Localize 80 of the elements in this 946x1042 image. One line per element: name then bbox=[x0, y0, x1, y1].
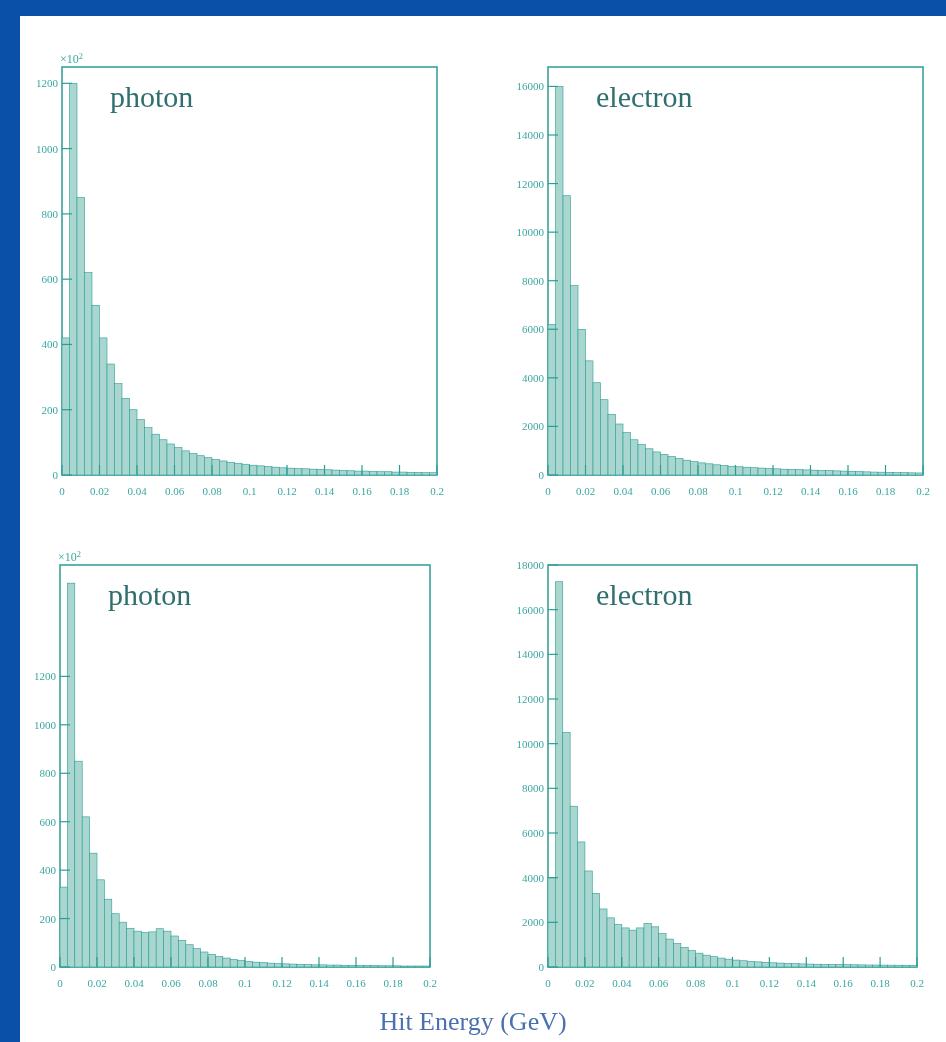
y-tick-label: 2000 bbox=[522, 420, 545, 433]
x-tick-label: 0.06 bbox=[649, 977, 669, 989]
x-tick-label: 0.04 bbox=[612, 977, 632, 989]
x-tick-label: 0.14 bbox=[796, 977, 817, 989]
y-axis-title: ×10$^{2}$ bbox=[60, 51, 83, 66]
y-tick-label: 4000 bbox=[522, 871, 545, 884]
text: Hit Energy (GeV) bbox=[379, 1007, 567, 1036]
y-tick-label: 8000 bbox=[522, 274, 545, 287]
y-tick-label: 1000 bbox=[36, 142, 59, 155]
x-tick-label: 0.14 bbox=[800, 485, 821, 497]
y-tick-label: 200 bbox=[41, 403, 59, 416]
x-tick-label: 0.2 bbox=[910, 977, 924, 989]
y-tick-label: 0 bbox=[50, 961, 57, 973]
y-tick-label: 6000 bbox=[522, 827, 545, 839]
x-tick-label: 0.18 bbox=[875, 485, 896, 497]
x-tick-label: 0.02 bbox=[575, 485, 596, 497]
y-tick-label: 600 bbox=[41, 273, 59, 286]
y-tick-label: 10000 bbox=[516, 226, 545, 239]
x-tick-label: 0.2 bbox=[423, 977, 437, 989]
y-tick-label: 400 bbox=[39, 864, 57, 877]
x-tick-label: 0.04 bbox=[613, 485, 634, 497]
x-tick-label: 0.02 bbox=[89, 485, 110, 497]
x-tick-label: 0.16 bbox=[346, 977, 367, 989]
x-tick-label: 0.02 bbox=[87, 977, 107, 989]
x-tick-label: 0.18 bbox=[389, 485, 410, 497]
y-tick-label: 12000 bbox=[516, 177, 545, 190]
x-tick-label: 0.12 bbox=[759, 977, 780, 989]
x-tick-label: 0.08 bbox=[685, 977, 706, 989]
x-tick-label: 0.06 bbox=[650, 485, 671, 497]
y-tick-label: 1000 bbox=[34, 718, 57, 731]
x-tick-label: 0.16 bbox=[838, 485, 859, 497]
x-tick-label: 0.06 bbox=[161, 977, 182, 989]
x-tick-label: 0.18 bbox=[870, 977, 891, 989]
y-axis-title: ×10$^{2}$ bbox=[58, 549, 81, 564]
y-tick-label: 4000 bbox=[522, 371, 545, 384]
y-tick-label: 0 bbox=[538, 961, 545, 973]
x-tick-label: 0.06 bbox=[164, 485, 185, 497]
y-tick-label: 0 bbox=[52, 469, 59, 481]
x-tick-label: 0.12 bbox=[277, 485, 297, 497]
y-tick-label: 10000 bbox=[516, 737, 545, 750]
x-tick-label: 0.16 bbox=[352, 485, 373, 497]
y-tick-label: 400 bbox=[41, 338, 59, 351]
x-tick-label: 0.1 bbox=[238, 977, 252, 989]
x-tick-label: 0.04 bbox=[124, 977, 145, 989]
x-tick-label: 0.12 bbox=[763, 485, 783, 497]
x-tick-label: 0.16 bbox=[833, 977, 854, 989]
chart-title: photon bbox=[108, 578, 192, 611]
chart-title: photon bbox=[110, 80, 194, 113]
x-tick-label: 0.08 bbox=[688, 485, 709, 497]
y-tick-label: 800 bbox=[41, 207, 59, 220]
y-tick-label: 16000 bbox=[516, 603, 545, 616]
x-tick-label: 0.12 bbox=[272, 977, 292, 989]
y-tick-label: 18000 bbox=[516, 559, 545, 571]
y-tick-label: 200 bbox=[39, 912, 57, 925]
y-tick-label: 16000 bbox=[516, 80, 545, 93]
x-tick-label: 0.1 bbox=[728, 485, 743, 497]
x-tick-label: 0.2 bbox=[430, 485, 444, 497]
x-tick-label: 0.2 bbox=[916, 485, 930, 497]
x-tick-label: 0.14 bbox=[314, 485, 335, 497]
y-tick-label: 8000 bbox=[522, 782, 545, 795]
y-tick-label: 2000 bbox=[522, 916, 545, 929]
y-tick-label: 1200 bbox=[34, 670, 57, 683]
y-tick-label: 14000 bbox=[516, 648, 545, 661]
x-tick-label: 0.08 bbox=[202, 485, 223, 497]
chart-title: electron bbox=[596, 578, 693, 611]
x-tick-label: 0.04 bbox=[127, 485, 148, 497]
y-tick-label: 600 bbox=[39, 815, 57, 828]
x-tick-label: 0.14 bbox=[309, 977, 330, 989]
y-tick-label: 6000 bbox=[522, 323, 545, 336]
y-tick-label: 14000 bbox=[516, 129, 545, 141]
y-tick-label: 1200 bbox=[36, 77, 59, 90]
x-tick-label: 0.02 bbox=[575, 977, 595, 989]
x-tick-label: 0.18 bbox=[383, 977, 404, 989]
chart-title: electron bbox=[596, 80, 693, 113]
y-tick-label: 12000 bbox=[516, 693, 545, 705]
x-tick-label: 0.1 bbox=[242, 485, 257, 497]
y-tick-label: 800 bbox=[39, 767, 57, 780]
x-tick-label: 0.08 bbox=[198, 977, 219, 989]
x-tick-label: 0.1 bbox=[725, 977, 740, 989]
y-tick-label: 0 bbox=[538, 469, 545, 481]
